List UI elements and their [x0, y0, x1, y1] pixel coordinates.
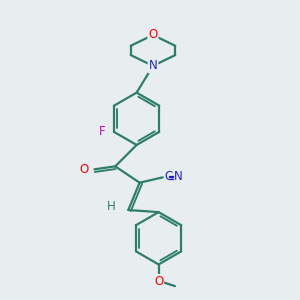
Text: O: O: [80, 163, 89, 176]
Text: F: F: [99, 125, 106, 138]
Text: O: O: [148, 28, 158, 41]
Text: N: N: [148, 59, 157, 72]
Text: H: H: [107, 200, 116, 213]
Text: O: O: [154, 275, 163, 288]
Text: C: C: [164, 170, 172, 183]
Text: N: N: [174, 170, 183, 183]
